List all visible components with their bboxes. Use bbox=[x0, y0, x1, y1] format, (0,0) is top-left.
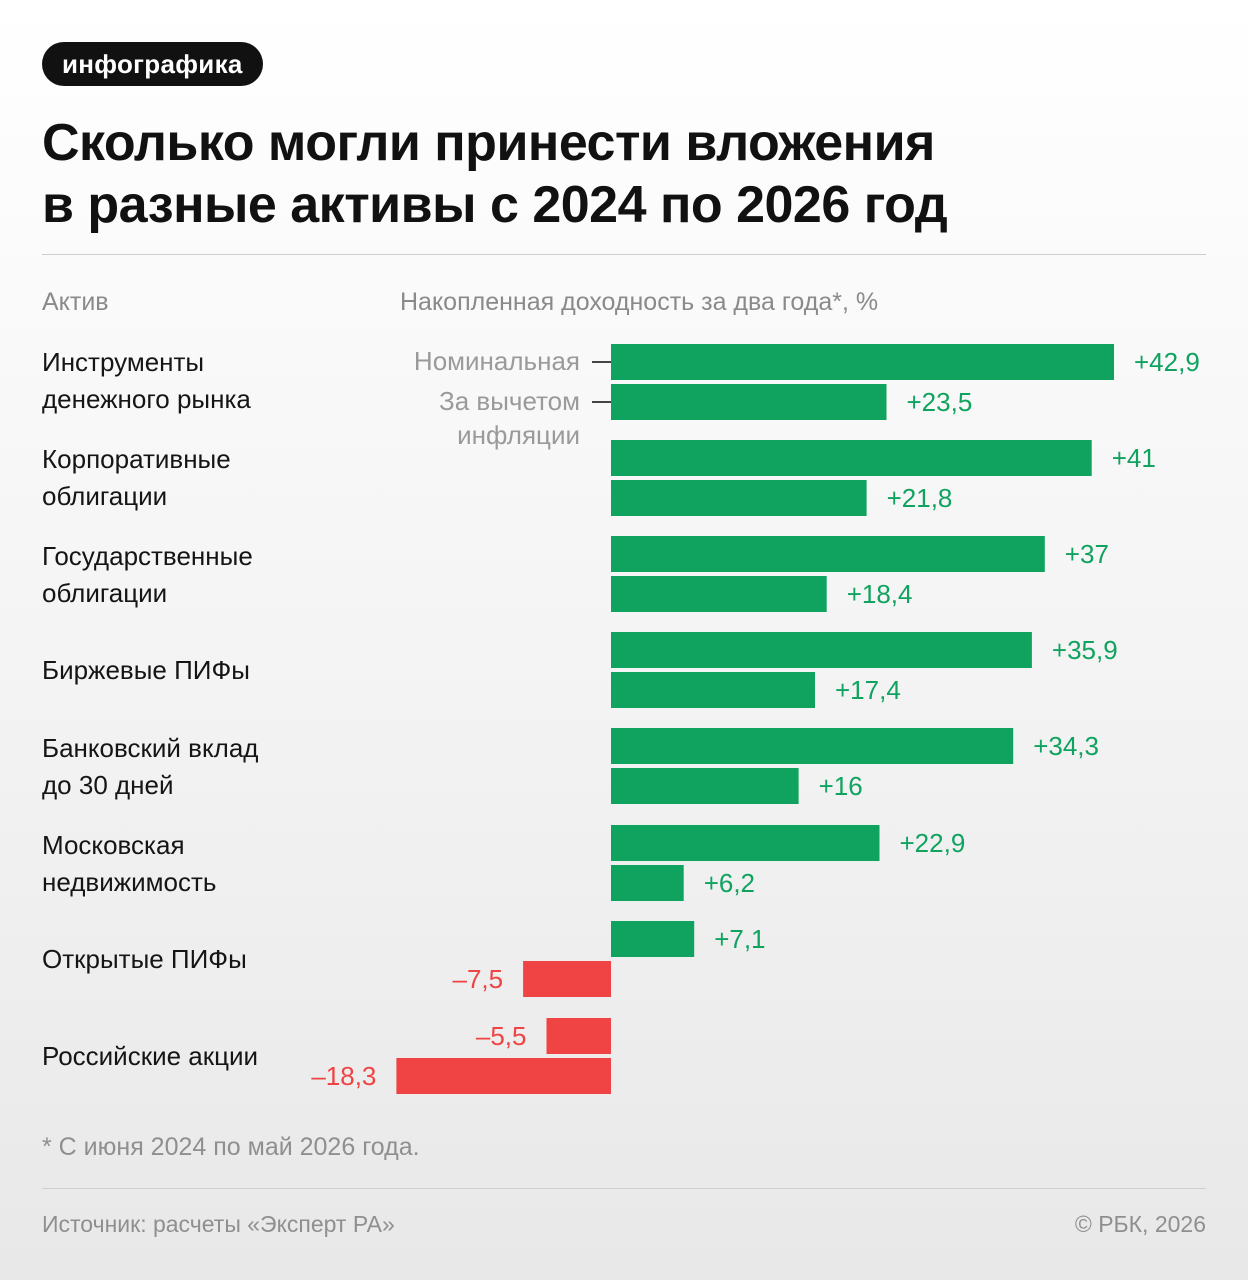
value-label-bank-deposit-real: +16 bbox=[819, 771, 863, 801]
value-label-money-market-real: +23,5 bbox=[907, 387, 973, 417]
legend-nominal: Номинальная bbox=[413, 346, 580, 376]
bar-bank-deposit-nominal bbox=[611, 728, 1014, 764]
category-label-bank-deposit: Банковский вклад до 30 дней bbox=[42, 733, 259, 800]
value-label-russian-stocks-real: –18,3 bbox=[311, 1061, 376, 1091]
legend-real: За вычетом инфляции bbox=[439, 386, 580, 450]
value-label-government-bonds-nominal: +37 bbox=[1065, 539, 1109, 569]
yield-column-header: Накопленная доходность за два года*, % bbox=[400, 288, 879, 316]
bar-moscow-real-estate-real bbox=[611, 865, 684, 901]
value-label-government-bonds-real: +18,4 bbox=[847, 579, 913, 609]
category-label-corporate-bonds: Корпоративные облигации bbox=[42, 444, 231, 511]
bar-russian-stocks-nominal bbox=[546, 1018, 611, 1054]
value-label-money-market-nominal: +42,9 bbox=[1134, 347, 1200, 377]
bottom-divider bbox=[42, 1188, 1206, 1189]
source-note: Источник: расчеты «Эксперт РА» bbox=[42, 1211, 395, 1237]
value-label-exchange-funds-nominal: +35,9 bbox=[1052, 635, 1118, 665]
asset-column-header: Актив bbox=[42, 288, 109, 316]
bar-corporate-bonds-real bbox=[611, 480, 867, 516]
bar-money-market-nominal bbox=[611, 344, 1114, 380]
bar-government-bonds-nominal bbox=[611, 536, 1045, 572]
category-label-open-funds: Открытые ПИФы bbox=[42, 944, 247, 974]
bar-exchange-funds-nominal bbox=[611, 632, 1032, 668]
value-label-open-funds-real: –7,5 bbox=[452, 964, 503, 994]
value-label-moscow-real-estate-nominal: +22,9 bbox=[900, 828, 966, 858]
top-divider bbox=[42, 254, 1206, 255]
footnote: * С июня 2024 по май 2026 года. bbox=[42, 1133, 420, 1161]
category-label-money-market: Инструменты денежного рынка bbox=[42, 347, 251, 414]
bar-open-funds-nominal bbox=[611, 921, 695, 957]
value-label-corporate-bonds-nominal: +41 bbox=[1112, 443, 1156, 473]
value-label-bank-deposit-nominal: +34,3 bbox=[1033, 731, 1099, 761]
bar-moscow-real-estate-nominal bbox=[611, 825, 880, 861]
bar-corporate-bonds-nominal bbox=[611, 440, 1092, 476]
value-label-corporate-bonds-real: +21,8 bbox=[887, 483, 953, 513]
value-label-exchange-funds-real: +17,4 bbox=[835, 675, 901, 705]
category-label-moscow-real-estate: Московская недвижимость bbox=[42, 830, 217, 897]
title-line-1: Сколько могли принести вложения bbox=[42, 114, 935, 172]
bar-government-bonds-real bbox=[611, 576, 827, 612]
copyright: © РБК, 2026 bbox=[1074, 1211, 1206, 1237]
legend-real-leader bbox=[592, 401, 618, 403]
category-label-exchange-funds: Биржевые ПИФы bbox=[42, 655, 250, 685]
page-title: Сколько могли принести вложения в разные… bbox=[42, 112, 1202, 236]
value-label-open-funds-nominal: +7,1 bbox=[714, 924, 765, 954]
bar-exchange-funds-real bbox=[611, 672, 815, 708]
category-label-russian-stocks: Российские акции bbox=[42, 1041, 259, 1071]
infographic-tag: инфографика bbox=[42, 42, 263, 86]
title-line-2: в разные активы с 2024 по 2026 год bbox=[42, 176, 948, 234]
value-label-russian-stocks-nominal: –5,5 bbox=[476, 1021, 527, 1051]
value-label-moscow-real-estate-real: +6,2 bbox=[704, 868, 755, 898]
bar-bank-deposit-real bbox=[611, 768, 799, 804]
bar-open-funds-real bbox=[523, 961, 611, 997]
bar-money-market-real bbox=[611, 384, 887, 420]
bar-russian-stocks-real bbox=[396, 1058, 611, 1094]
legend-nominal-leader bbox=[592, 361, 618, 363]
category-label-government-bonds: Государственные облигации bbox=[42, 541, 253, 608]
